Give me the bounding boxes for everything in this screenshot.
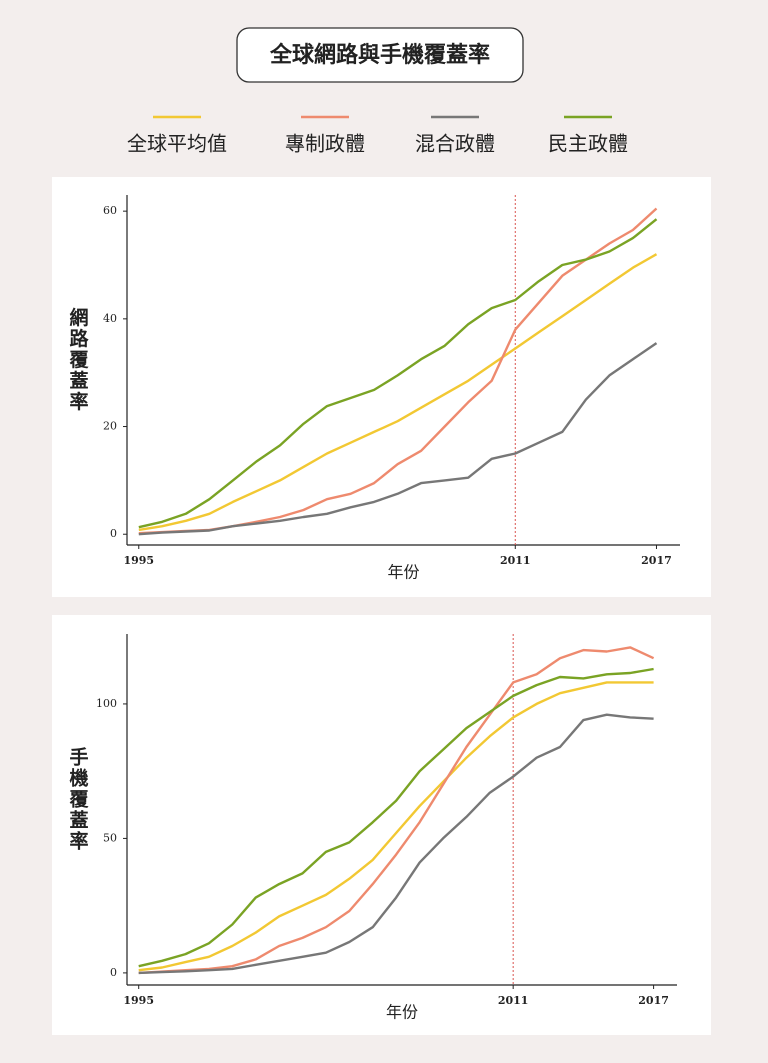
y-tick-label: 0 bbox=[110, 966, 117, 979]
y-axis-label: 網路覆蓋率 bbox=[67, 306, 90, 412]
series-line bbox=[138, 713, 654, 975]
y-tick-label: 50 bbox=[103, 831, 117, 844]
legend-label: 民主政體 bbox=[548, 132, 628, 156]
chart-title: 全球網路與手機覆蓋率 bbox=[269, 42, 490, 68]
series-line bbox=[138, 253, 658, 532]
y-tick-label: 0 bbox=[110, 527, 117, 540]
legend-label: 混合政體 bbox=[415, 132, 495, 156]
x-tick-label: 2017 bbox=[641, 554, 672, 567]
x-tick-label: 2011 bbox=[500, 554, 531, 567]
y-axis-label: 手機覆蓋率 bbox=[67, 746, 90, 852]
x-axis-label: 年份 bbox=[387, 563, 419, 582]
y-tick-label: 20 bbox=[103, 420, 117, 433]
series-line bbox=[138, 667, 654, 968]
series-line bbox=[138, 646, 655, 975]
series-line bbox=[138, 342, 658, 536]
series-line bbox=[138, 681, 654, 972]
legend-label: 全球平均值 bbox=[127, 132, 227, 156]
y-tick-label: 40 bbox=[103, 312, 117, 325]
title-box bbox=[236, 27, 524, 83]
y-tick-label: 100 bbox=[96, 697, 117, 710]
x-tick-label: 1995 bbox=[123, 554, 154, 567]
x-axis-label: 年份 bbox=[386, 1003, 418, 1022]
y-tick-label: 60 bbox=[103, 204, 117, 217]
legend-label: 專制政體 bbox=[285, 132, 365, 156]
x-tick-label: 2017 bbox=[638, 994, 669, 1007]
panel bbox=[52, 615, 711, 1035]
series-line bbox=[138, 218, 658, 529]
x-tick-label: 1995 bbox=[123, 994, 154, 1007]
x-tick-label: 2011 bbox=[498, 994, 529, 1007]
